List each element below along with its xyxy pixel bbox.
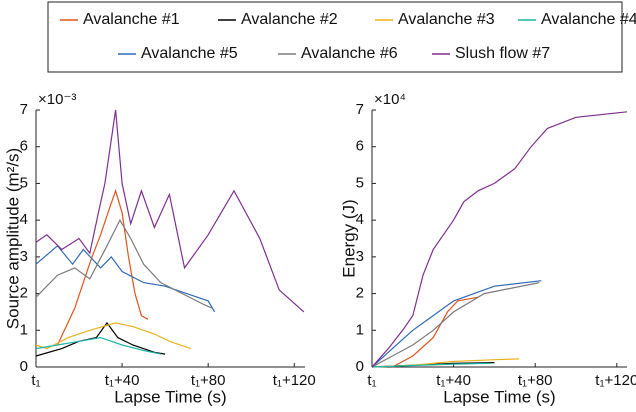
series-line <box>35 218 213 309</box>
y-tick-label: 5 <box>356 174 364 191</box>
x-axis-label: Lapse Time (s) <box>443 387 555 406</box>
axis-multiplier: ×10⁴ <box>374 91 406 108</box>
x-tick-label: t₁+80 <box>191 372 226 389</box>
y-tick-label: 4 <box>20 211 28 228</box>
y-tick-label: 7 <box>20 101 28 118</box>
series-line <box>392 296 479 368</box>
x-tick-label: t₁ <box>367 372 376 389</box>
series-line <box>371 362 491 368</box>
legend-label: Slush flow #7 <box>455 45 550 62</box>
legend-label: Avalanche #5 <box>141 45 238 62</box>
y-tick-label: 6 <box>356 138 364 155</box>
series-line <box>35 336 161 355</box>
y-tick-label: 0 <box>356 358 364 375</box>
series-line <box>56 188 149 346</box>
y-tick-label: 2 <box>20 285 28 302</box>
series-line <box>35 244 216 313</box>
x-tick-label: t₁+40 <box>436 372 471 389</box>
series-line <box>35 322 192 350</box>
x-tick-label: t₁+40 <box>105 372 140 389</box>
series-line <box>371 280 542 368</box>
y-tick-label: 1 <box>356 321 364 338</box>
y-tick-label: 1 <box>20 321 28 338</box>
legend-box <box>47 1 623 73</box>
legend-label: Avalanche #3 <box>398 11 495 28</box>
y-tick-label: 5 <box>20 174 28 191</box>
y-tick-label: 2 <box>356 285 364 302</box>
legend-label: Avalanche #1 <box>83 11 180 28</box>
series-line <box>35 109 305 313</box>
x-axis-label: Lapse Time (s) <box>114 387 226 406</box>
x-tick-label: t₁+120 <box>273 372 316 389</box>
y-tick-label: 4 <box>356 211 364 228</box>
x-tick-label: t₁+80 <box>518 372 553 389</box>
y-axis-label: Source amplitude (m²/s) <box>3 148 22 329</box>
y-tick-label: 7 <box>356 101 364 118</box>
y-tick-label: 6 <box>20 138 28 155</box>
y-tick-label: 3 <box>20 248 28 265</box>
legend-label: Avalanche #4 <box>541 11 636 28</box>
series-line <box>35 321 166 357</box>
legend-label: Avalanche #6 <box>301 45 398 62</box>
x-tick-label: t₁ <box>31 372 40 389</box>
axis-multiplier: ×10⁻³ <box>38 91 76 108</box>
series-line <box>371 282 540 368</box>
y-tick-label: 0 <box>20 358 28 375</box>
x-tick-label: t₁+120 <box>595 372 636 389</box>
y-tick-label: 3 <box>356 248 364 265</box>
legend-label: Avalanche #2 <box>241 11 338 28</box>
y-axis-label: Energy (J) <box>339 199 358 277</box>
series-line <box>371 111 628 368</box>
